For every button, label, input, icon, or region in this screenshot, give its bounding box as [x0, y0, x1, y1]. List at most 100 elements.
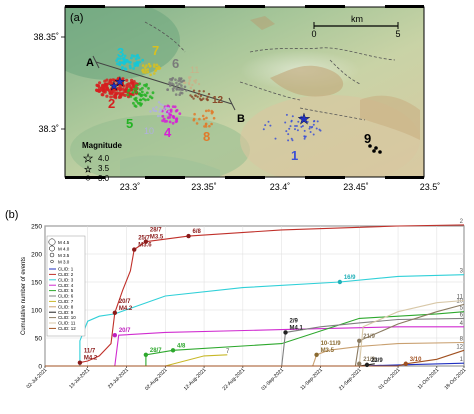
- event-dot: [285, 130, 288, 133]
- circle-icon: [85, 175, 91, 181]
- event-dot: [153, 109, 156, 113]
- event-dot: [210, 109, 213, 113]
- event-dot: [134, 57, 138, 61]
- event-dot: [212, 116, 216, 120]
- series-end-label: 6: [460, 312, 464, 318]
- event-dot: [145, 64, 148, 67]
- event-dot: [168, 113, 172, 116]
- event-dot: [198, 97, 202, 100]
- event-dot: [163, 111, 166, 114]
- magnitude-legend-item: 3.0: [98, 174, 110, 183]
- event-dot: [135, 54, 139, 58]
- legend-label: M 4.5: [58, 240, 70, 245]
- legend-label: CLID: 10: [58, 315, 76, 320]
- cluster-label-6: 6: [172, 56, 179, 71]
- annotation-label: 2/9: [290, 318, 299, 324]
- event-marker: [357, 361, 362, 366]
- event-dot: [132, 54, 136, 58]
- event-dot: [105, 85, 109, 89]
- scale-end: 5: [395, 29, 400, 39]
- event-dot: [202, 90, 205, 93]
- y-tick-label: 150: [31, 280, 42, 287]
- event-dot: [188, 79, 191, 82]
- event-dot: [159, 107, 162, 111]
- annotation-label: 3/10: [410, 357, 422, 363]
- event-dot: [114, 79, 118, 83]
- lat-tick-label: 38.3˚: [38, 124, 59, 134]
- event-dot: [158, 66, 162, 70]
- event-dot: [208, 124, 211, 128]
- event-dot: [126, 89, 130, 93]
- event-dot: [287, 139, 290, 142]
- chart-panel: (b) Cumulative number of events 05010015…: [5, 209, 468, 392]
- series-end-label: 4: [460, 321, 464, 327]
- event-dot: [157, 101, 161, 104]
- star-icon: ★: [109, 79, 120, 93]
- series-end-label: 3: [460, 269, 464, 275]
- event-dot: [139, 88, 142, 91]
- event-dot: [269, 124, 272, 127]
- annotation-label: 10-11/9: [321, 341, 342, 347]
- event-dot: [123, 67, 127, 71]
- event-dot: [151, 91, 155, 95]
- lon-tick-label: 23.4˚: [270, 182, 291, 192]
- event-dot: [118, 62, 122, 65]
- event-dot: [132, 80, 136, 84]
- event-dot: [178, 77, 181, 80]
- event-dot: [163, 108, 166, 111]
- event-dot: [139, 93, 143, 97]
- annotation-label: 11/7: [84, 349, 96, 355]
- event-dot: [378, 150, 382, 154]
- event-dot: [116, 62, 119, 66]
- event-dot: [113, 87, 117, 91]
- x-tick-label: 12-Aug-2021: [183, 367, 208, 392]
- series-end-label: 10: [456, 298, 463, 304]
- event-dot: [178, 82, 181, 86]
- cluster-label-9: 9: [364, 131, 371, 146]
- event-dot: [134, 90, 138, 94]
- series-end-label: 5: [460, 306, 464, 312]
- event-dot: [118, 57, 122, 60]
- event-marker: [337, 279, 343, 285]
- event-dot: [193, 112, 196, 116]
- x-tick-label: 22-Aug-2021: [222, 367, 247, 392]
- event-dot: [132, 88, 136, 91]
- event-dot: [153, 63, 156, 66]
- event-dot: [202, 97, 205, 100]
- series-end-label: 7: [226, 349, 230, 355]
- scale-start: 0: [311, 29, 316, 39]
- event-dot: [170, 78, 173, 82]
- x-tick-label: 01-Sep-2021: [260, 367, 285, 392]
- legend-label: M 4.0: [58, 247, 70, 252]
- annotation-label: 28/7: [150, 228, 162, 234]
- series-end-label: 1: [460, 357, 464, 363]
- annotations: 11/7M4.220/7M4.220/728/7M3.525/7M3.628/7…: [77, 228, 422, 368]
- event-dot: [146, 70, 150, 74]
- event-dot: [192, 89, 196, 92]
- event-dot: [110, 91, 114, 95]
- event-marker: [170, 348, 176, 353]
- annotation-label: M3.5: [321, 348, 335, 354]
- event-dot: [149, 110, 152, 113]
- event-dot: [146, 98, 150, 101]
- event-dot: [133, 104, 137, 108]
- event-dot: [100, 88, 104, 92]
- event-dot: [129, 95, 133, 98]
- annotation-label: 4/8: [177, 343, 186, 349]
- terrain-relief: [65, 7, 424, 177]
- event-dot: [163, 120, 167, 123]
- event-dot: [146, 68, 150, 71]
- event-dot: [136, 64, 140, 67]
- event-dot: [134, 98, 137, 101]
- event-dot: [178, 112, 182, 115]
- event-dot: [185, 89, 188, 92]
- event-dot: [196, 95, 199, 99]
- event-dot: [130, 54, 134, 57]
- event-dot: [315, 127, 318, 130]
- event-dot: [210, 111, 214, 115]
- event-dot: [300, 115, 303, 118]
- event-dot: [189, 94, 192, 97]
- event-dot: [147, 62, 151, 66]
